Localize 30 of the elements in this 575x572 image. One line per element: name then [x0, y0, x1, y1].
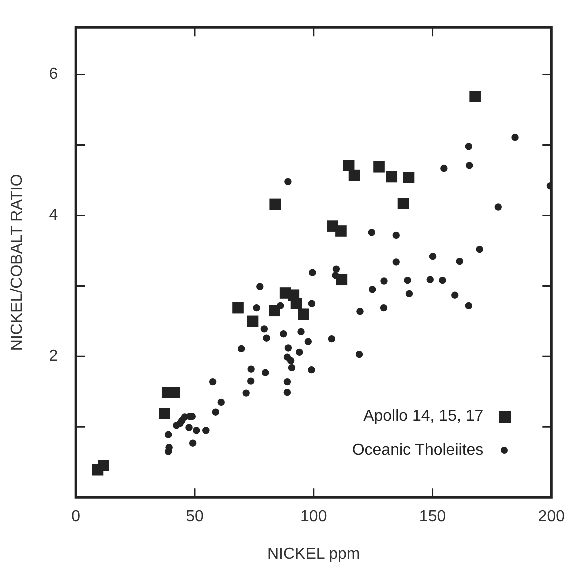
x-tick-label: 150 — [419, 508, 446, 526]
point — [232, 302, 244, 314]
point — [247, 316, 259, 328]
legend-label: Apollo 14, 15, 17 — [364, 408, 484, 426]
point — [343, 160, 355, 172]
point — [386, 171, 398, 183]
point — [348, 170, 360, 182]
point — [98, 460, 110, 472]
point — [290, 298, 302, 310]
point — [159, 408, 170, 420]
point — [270, 198, 282, 210]
x-tick-label: 0 — [72, 508, 81, 526]
point — [398, 198, 410, 210]
legend-label: Oceanic Tholeiites — [352, 442, 484, 460]
y-tick-label: 4 — [49, 207, 58, 224]
x-tick-label: 200 — [538, 508, 566, 526]
point — [336, 274, 348, 286]
point — [268, 305, 280, 317]
x-tick-label: 100 — [300, 508, 328, 526]
y-axis-title: NICKEL/COBALT RATIO — [9, 174, 26, 352]
point — [403, 172, 415, 184]
x-tick-label: 50 — [186, 508, 204, 526]
point — [169, 386, 180, 398]
y-tick-label: 2 — [49, 348, 58, 366]
x-axis-title: NICKEL ppm — [267, 546, 360, 563]
point — [470, 91, 481, 102]
point — [336, 226, 347, 237]
y-tick-label: 6 — [49, 66, 58, 84]
point — [298, 308, 310, 320]
point — [374, 161, 385, 173]
